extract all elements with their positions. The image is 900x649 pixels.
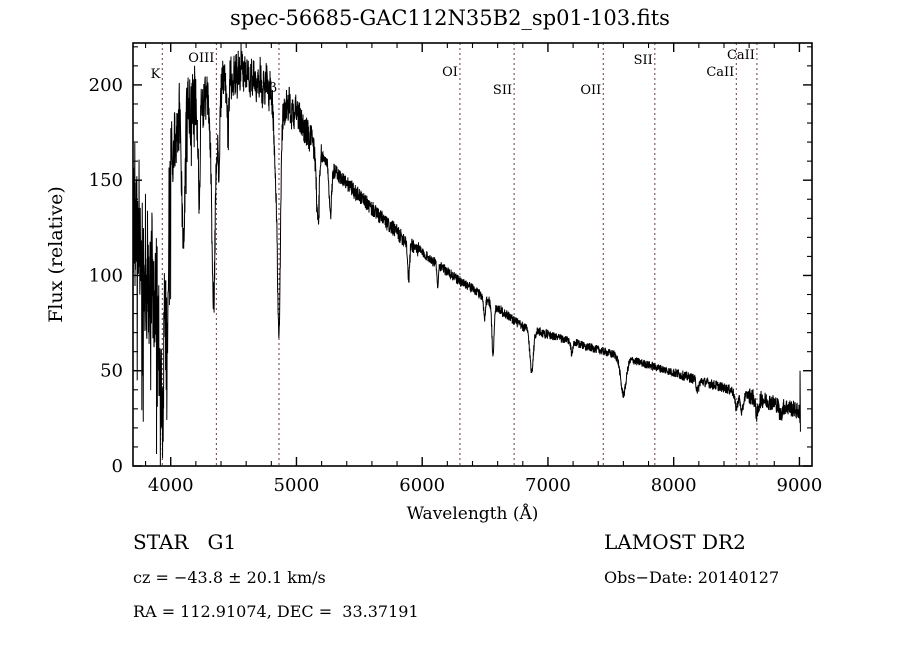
page-title: spec-56685-GAC112N35B2_sp01-103.fits	[230, 6, 670, 30]
y-tick-label: 200	[89, 75, 123, 96]
radial-velocity-text: cz = −43.8 ± 20.1 km/s	[133, 568, 326, 587]
object-type-text: STAR G1	[133, 530, 237, 554]
x-tick-label: 6000	[399, 475, 445, 496]
y-tick-label: 100	[89, 265, 123, 286]
spectral-line-label: OI	[442, 65, 458, 80]
spectral-line-label: OII	[580, 83, 601, 98]
x-tick-label: 7000	[525, 475, 571, 496]
x-tick-label: 5000	[274, 475, 320, 496]
survey-text: LAMOST DR2	[604, 530, 746, 554]
y-tick-label: 50	[100, 361, 123, 382]
spectrum-trace	[132, 42, 801, 467]
spectral-line-label: SII	[634, 53, 653, 68]
x-tick-label: 8000	[651, 475, 697, 496]
x-tick-label: 9000	[777, 475, 823, 496]
spectral-line-label: CaII	[727, 48, 755, 63]
y-tick-label: 0	[112, 456, 123, 477]
spectral-line-label: SII	[493, 83, 512, 98]
spectral-line-label: CaII	[706, 65, 734, 80]
obs-date-text: Obs−Date: 20140127	[604, 568, 780, 587]
y-tick-label: 150	[89, 170, 123, 191]
plot-background	[133, 43, 812, 466]
spectral-line-label: OIII	[188, 51, 214, 66]
metadata-footer: STAR G1 LAMOST DR2 cz = −43.8 ± 20.1 km/…	[0, 528, 900, 648]
spectral-line-label: K	[151, 67, 161, 82]
coordinates-text: RA = 112.91074, DEC = 33.37191	[133, 602, 419, 621]
y-axis-label: Flux (relative)	[45, 186, 67, 323]
x-tick-label: 4000	[148, 475, 194, 496]
x-axis-label: Wavelength (Å)	[407, 503, 539, 524]
